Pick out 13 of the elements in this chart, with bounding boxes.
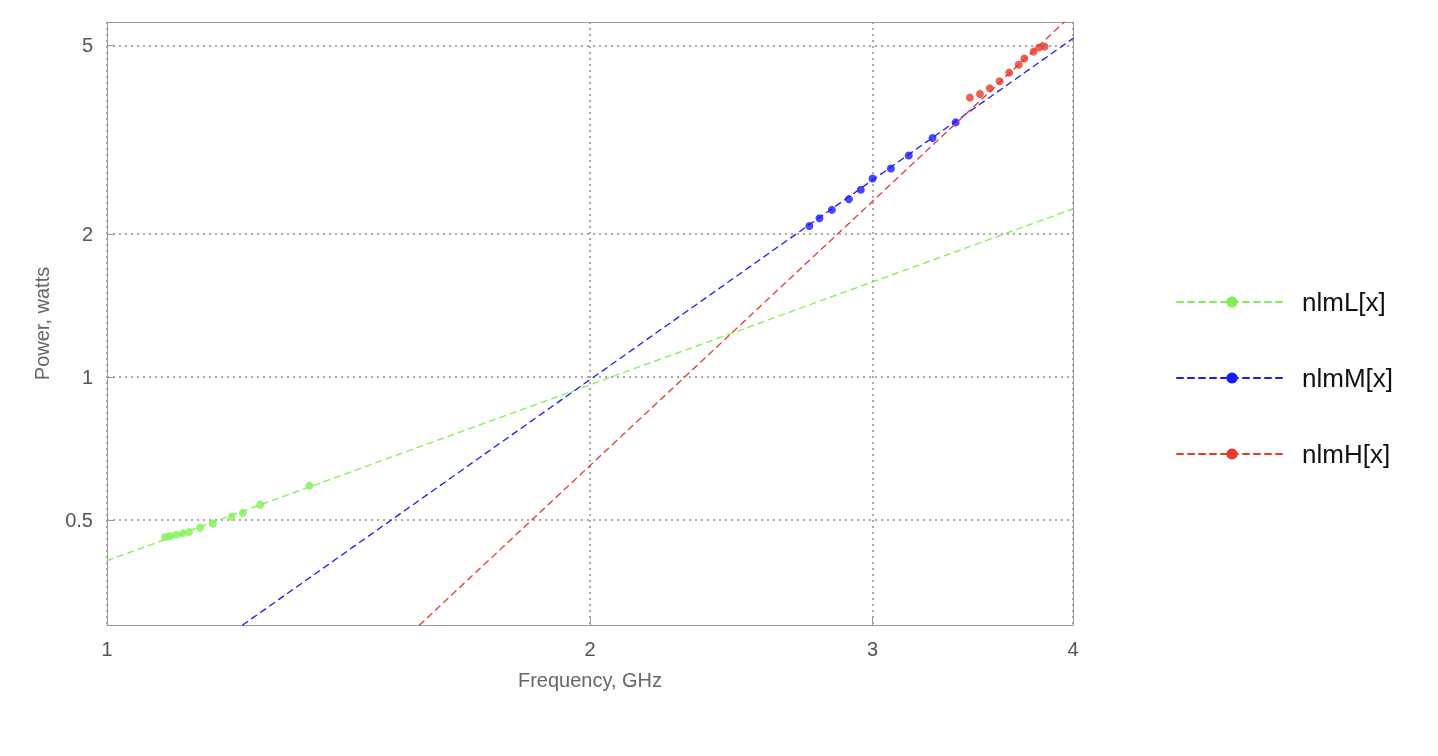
legend-label: nlmL[x] xyxy=(1302,287,1386,317)
y-axis-title: Power, watts xyxy=(31,266,53,381)
y-tick-label: 1 xyxy=(81,365,93,388)
y-tick-label: 2 xyxy=(81,223,93,246)
legend-label: nlmM[x] xyxy=(1302,363,1393,393)
y-tick-label: 0.5 xyxy=(65,508,93,531)
y-tick-label: 5 xyxy=(81,34,93,57)
x-tick-label: 1 xyxy=(101,638,113,660)
x-tick-label: 4 xyxy=(1067,638,1079,660)
x-axis-title: Frequency, GHz xyxy=(517,669,663,691)
x-tick-label: 3 xyxy=(866,638,879,660)
x-tick-label: 2 xyxy=(584,638,596,660)
legend-label: nlmH[x] xyxy=(1302,439,1391,469)
